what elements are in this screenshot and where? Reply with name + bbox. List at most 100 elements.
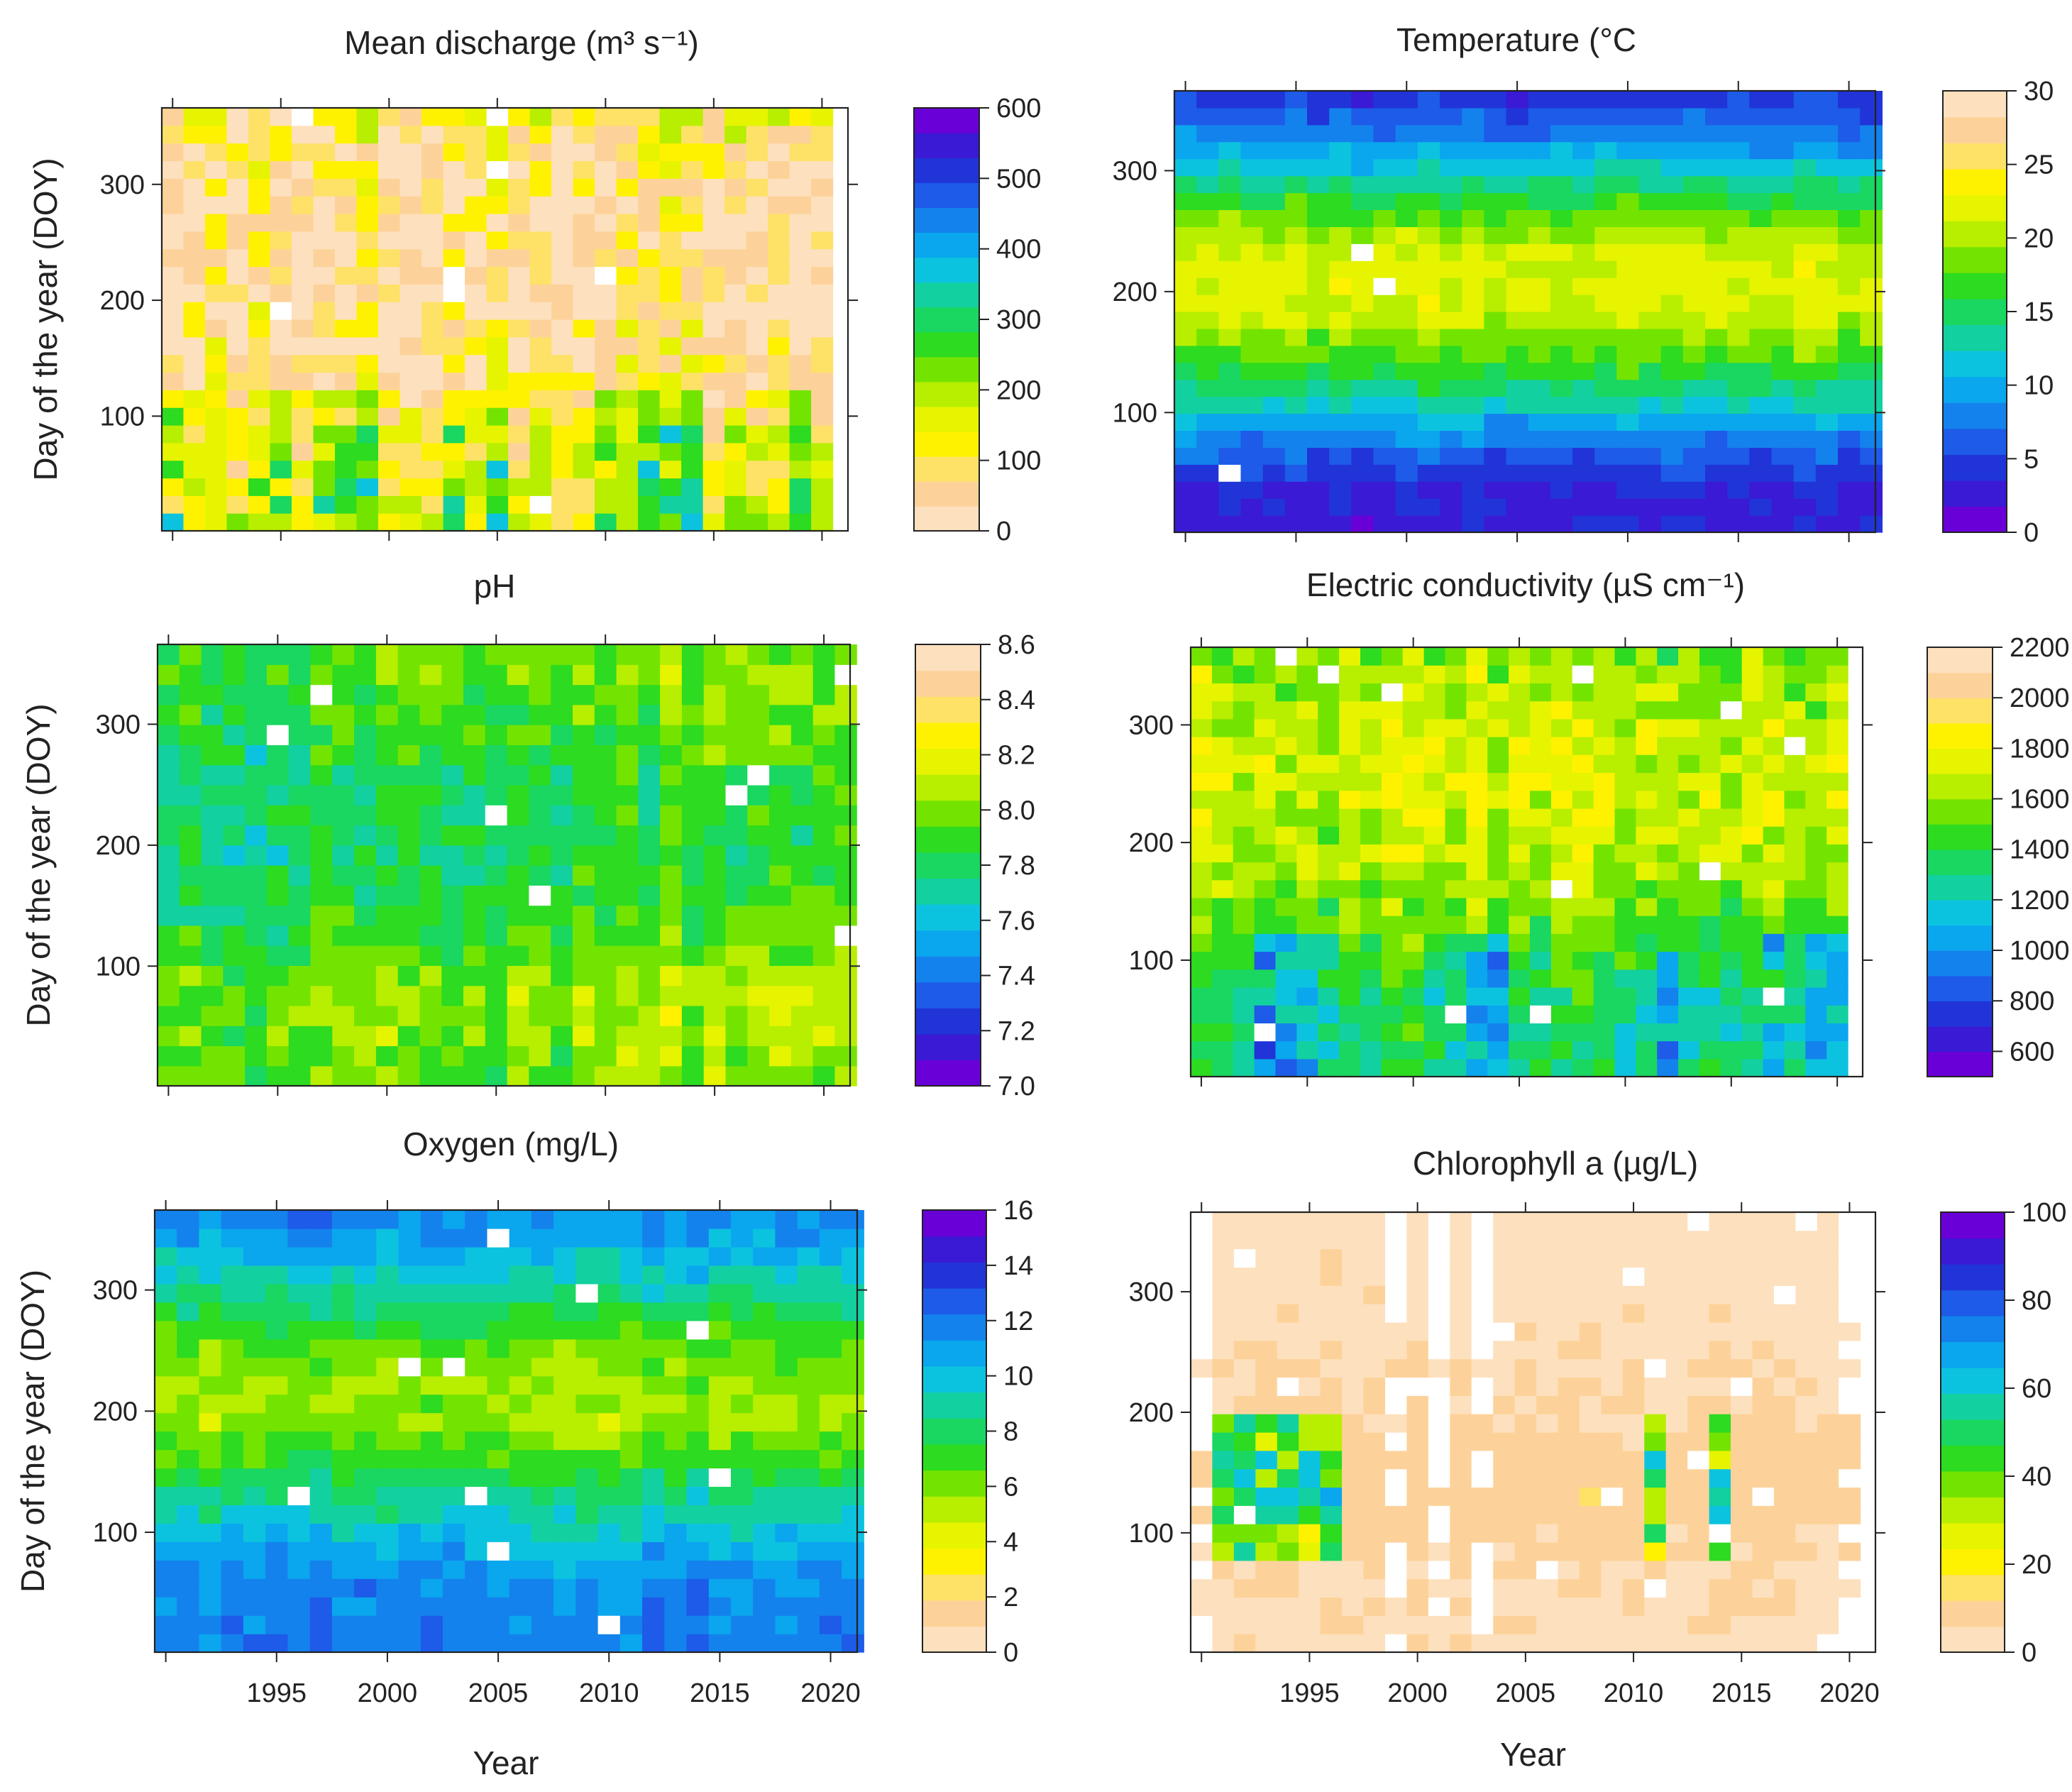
- heatmap-cell: [1509, 647, 1531, 666]
- heatmap-cell: [1254, 916, 1277, 934]
- heatmap-cell: [266, 985, 290, 1006]
- heatmap-cell: [1277, 1322, 1299, 1341]
- heatmap-cell: [1254, 844, 1277, 863]
- heatmap-cell: [179, 1045, 202, 1067]
- heatmap-cell: [1450, 1322, 1472, 1341]
- heatmap-cell: [226, 196, 249, 214]
- heatmap-cell: [702, 214, 725, 232]
- heatmap-cell: [1805, 683, 1827, 702]
- heatmap-cell: [616, 965, 639, 986]
- heatmap-cell: [1423, 1040, 1446, 1060]
- heatmap-cell: [465, 1394, 487, 1414]
- heatmap-cell: [531, 1412, 554, 1432]
- heatmap-cell: [420, 1265, 443, 1285]
- heatmap-cell: [1572, 481, 1595, 499]
- heatmap-cell: [465, 1597, 487, 1616]
- heatmap-cell: [313, 108, 336, 126]
- heatmap-cell: [507, 845, 529, 866]
- heatmap-cell: [1174, 209, 1197, 227]
- heatmap-cell: [1579, 1248, 1602, 1268]
- heatmap-cell: [179, 905, 202, 926]
- heatmap-cell: [1622, 1468, 1645, 1488]
- heatmap-cell: [1423, 700, 1446, 720]
- heatmap-cell: [1296, 700, 1318, 720]
- heatmap-cell: [1487, 969, 1509, 988]
- heatmap-cell: [724, 390, 747, 408]
- heatmap-cell: [1211, 772, 1234, 791]
- colorbar-swatch: [1943, 116, 2007, 143]
- heatmap-cell: [420, 1541, 443, 1561]
- heatmap-cell: [1284, 345, 1308, 363]
- heatmap-cell: [378, 143, 401, 162]
- heatmap-cell: [1284, 243, 1308, 261]
- heatmap-cell: [1493, 1340, 1516, 1360]
- heatmap-cell: [465, 460, 487, 479]
- heatmap-cell: [1558, 1414, 1580, 1433]
- heatmap-cell: [1763, 790, 1785, 809]
- heatmap-cell: [1771, 91, 1795, 109]
- heatmap-cell: [1406, 1634, 1429, 1653]
- heatmap-cell: [332, 825, 355, 846]
- heatmap-cell: [1773, 1285, 1796, 1304]
- heatmap-cell: [1360, 1040, 1382, 1060]
- heatmap-cell: [1296, 969, 1318, 988]
- heatmap-cell: [378, 160, 401, 179]
- heatmap-cell: [664, 1634, 688, 1653]
- heatmap-cell: [1466, 897, 1488, 916]
- heatmap-cell: [1395, 362, 1418, 380]
- heatmap-cell: [1191, 1248, 1213, 1268]
- heatmap-cell: [753, 1523, 776, 1542]
- heatmap-cell: [551, 196, 574, 214]
- heatmap-cell: [177, 1578, 199, 1598]
- heatmap-cell: [664, 1228, 688, 1248]
- heatmap-cell: [1450, 1285, 1472, 1304]
- heatmap-cell: [162, 248, 184, 268]
- heatmap-cell: [1240, 328, 1264, 346]
- heatmap-cell: [1530, 1005, 1552, 1023]
- heatmap-cell: [310, 1005, 333, 1026]
- heatmap-cell: [354, 945, 377, 966]
- heatmap-cell: [443, 1578, 465, 1598]
- heatmap-cell: [553, 1302, 576, 1321]
- colorbar-swatch: [915, 930, 981, 957]
- heatmap-cell: [1530, 951, 1552, 970]
- heatmap-cell: [1329, 226, 1352, 244]
- heatmap-cell: [486, 266, 509, 285]
- heatmap-cell: [1363, 1322, 1386, 1341]
- heatmap-cell: [1705, 464, 1728, 482]
- heatmap-cell: [642, 1375, 665, 1395]
- heatmap-cell: [573, 442, 595, 461]
- heatmap-cell: [575, 1246, 599, 1266]
- heatmap-cell: [1752, 1377, 1775, 1396]
- heatmap-cell: [1838, 209, 1861, 227]
- heatmap-cell: [421, 284, 444, 302]
- heatmap-cell: [1795, 1414, 1818, 1433]
- heatmap-cell: [1731, 1377, 1753, 1396]
- heatmap-cell: [1860, 498, 1883, 516]
- heatmap-cell: [638, 945, 661, 966]
- heatmap-cell: [1296, 683, 1318, 702]
- heatmap-cell: [1240, 226, 1264, 244]
- heatmap-cell: [1826, 754, 1848, 774]
- heatmap-cell: [465, 284, 487, 302]
- heatmap-cell: [509, 1320, 532, 1340]
- heatmap-cell: [205, 513, 228, 532]
- heatmap-cell: [681, 354, 704, 373]
- heatmap-cell: [1594, 158, 1617, 177]
- heatmap-cell: [724, 108, 747, 126]
- heatmap-cell: [1363, 1450, 1386, 1470]
- heatmap-cell: [1699, 844, 1721, 863]
- heatmap-cell: [376, 1375, 399, 1395]
- heatmap-cell: [335, 160, 358, 179]
- heatmap-cell: [313, 478, 336, 496]
- heatmap-cell: [1601, 1358, 1624, 1378]
- heatmap-cell: [1196, 107, 1219, 126]
- heatmap-cell: [310, 805, 333, 826]
- heatmap-cell: [1601, 1304, 1624, 1323]
- heatmap-cell: [1339, 647, 1361, 666]
- heatmap-cell: [376, 1486, 399, 1505]
- heatmap-cell: [1773, 1304, 1796, 1323]
- heatmap-cell: [789, 407, 812, 426]
- heatmap-cell: [769, 725, 792, 745]
- heatmap-cell: [376, 1210, 399, 1229]
